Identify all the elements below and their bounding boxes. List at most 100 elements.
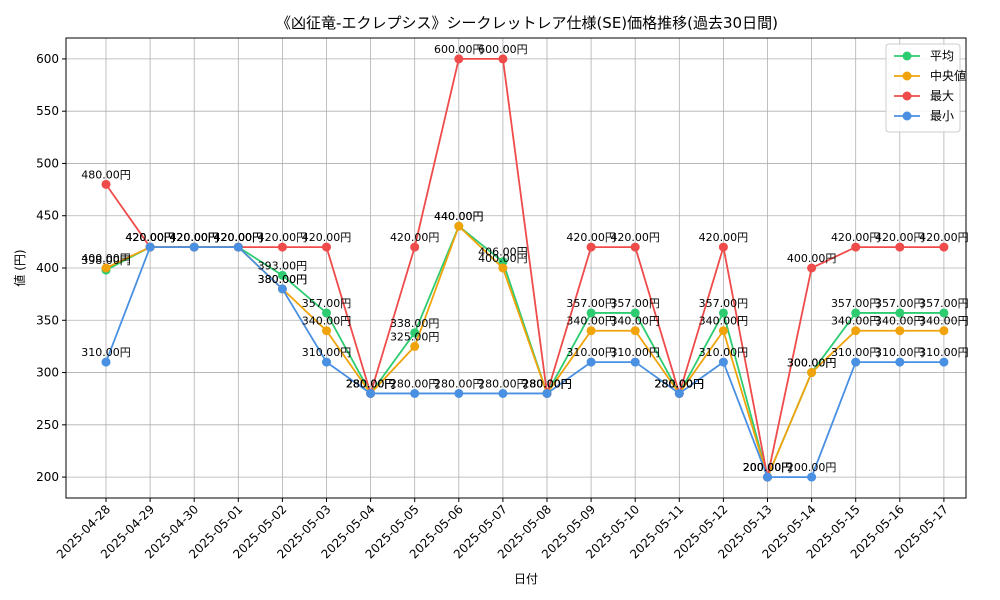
data-label: 340.00円 [875,315,925,328]
data-label: 280.00円 [522,377,572,390]
data-label: 280.00円 [522,377,572,390]
data-label: 357.00円 [919,297,969,310]
data-label: 300.00円 [787,357,837,370]
legend-entry: 最大 [930,89,954,103]
data-label: 280.00円 [655,377,705,390]
y-tick-label: 450 [36,209,59,223]
data-label: 357.00円 [699,297,749,310]
data-label: 380.00円 [258,273,308,286]
legend-swatch-marker [902,51,912,61]
data-label: 420.00円 [169,231,219,244]
data-label: 310.00円 [831,346,881,359]
data-label: 600.00円 [434,43,484,56]
data-label: 325.00円 [390,330,440,343]
data-point [233,242,243,252]
data-point [498,54,508,64]
data-point [498,257,508,267]
data-point [277,242,287,252]
data-point [718,242,728,252]
y-tick-label: 300 [36,366,59,380]
data-point [498,388,508,398]
data-label: 440.00円 [434,210,484,223]
data-label: 600.00円 [478,43,528,56]
data-label: 200.00円 [787,461,837,474]
data-label: 420.00円 [214,231,264,244]
data-label: 420.00円 [214,231,264,244]
data-label: 400.00円 [81,252,131,265]
legend-swatch-marker [902,111,912,121]
data-point [410,242,420,252]
data-point [718,326,728,336]
data-label: 310.00円 [875,346,925,359]
data-label: 310.00円 [699,346,749,359]
data-label: 280.00円 [346,377,396,390]
data-point [939,326,949,336]
data-point [851,308,861,318]
data-label: 357.00円 [566,297,616,310]
data-label: 280.00円 [655,377,705,390]
data-label: 340.00円 [831,315,881,328]
legend-entry: 最小 [930,109,954,123]
data-point [145,242,155,252]
data-label: 357.00円 [610,297,660,310]
y-axis-label: 値 (円) [12,249,27,286]
data-label: 420.00円 [566,231,616,244]
data-point [851,357,861,367]
data-label: 200.00円 [743,461,793,474]
data-point [410,328,420,338]
data-point [807,472,817,482]
data-point [851,242,861,252]
data-label: 280.00円 [346,377,396,390]
data-label: 200.00円 [743,461,793,474]
data-label: 440.00円 [434,210,484,223]
data-point [895,326,905,336]
data-label: 200.00円 [743,461,793,474]
series-layer [101,54,949,482]
data-point [101,357,111,367]
data-point [939,357,949,367]
data-label: 340.00円 [919,315,969,328]
data-point [763,472,772,482]
data-label: 420.00円 [302,231,352,244]
data-label: 200.00円 [743,461,793,474]
data-label: 480.00円 [81,168,131,181]
data-point [322,326,331,336]
data-label: 357.00円 [302,297,352,310]
data-label: 340.00円 [566,315,616,328]
legend-swatch-marker [902,91,912,101]
series-line-3 [105,246,944,478]
data-point [277,284,287,294]
data-label: 280.00円 [655,377,705,390]
data-point [454,388,464,398]
data-point [895,357,905,367]
data-label: 280.00円 [655,377,705,390]
data-point [454,54,464,64]
data-label: 310.00円 [81,346,131,359]
data-label: 420.00円 [875,231,925,244]
data-label-layer: 398.00円420.00円420.00円420.00円393.00円357.0… [81,43,968,474]
data-point [630,242,640,252]
y-tick-label: 350 [36,313,59,327]
data-point [277,270,287,280]
data-point [586,308,596,318]
y-tick-label: 200 [36,470,59,484]
data-point [498,263,508,273]
y-tick-label: 550 [36,104,59,118]
data-point [410,341,420,351]
data-label: 420.00円 [699,231,749,244]
data-label: 280.00円 [522,377,572,390]
data-label: 280.00円 [346,377,396,390]
data-point [630,326,640,336]
y-tick-label: 600 [36,52,59,66]
data-point [101,263,111,273]
data-point [410,388,420,398]
legend-entry: 中央値 [930,68,966,83]
y-tick-label: 250 [36,418,59,432]
data-point [895,242,905,252]
data-label: 380.00円 [258,273,308,286]
data-point [718,357,728,367]
data-label: 310.00円 [302,346,352,359]
data-point [542,388,552,398]
